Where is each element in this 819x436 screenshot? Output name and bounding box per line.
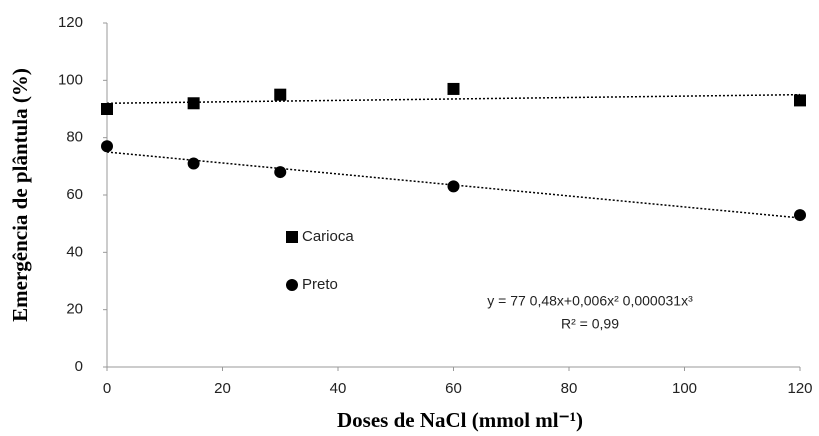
- x-tick-label: 0: [103, 380, 111, 397]
- legend-label: Carioca: [302, 228, 354, 245]
- x-axis-title: Doses de NaCl (mmol ml⁻¹): [337, 408, 583, 432]
- y-tick-label: 80: [66, 129, 83, 146]
- x-tick-label: 40: [330, 380, 347, 397]
- marker: [274, 166, 287, 179]
- x-tick-label: 60: [445, 380, 462, 397]
- legend-marker: [286, 231, 298, 243]
- legend-marker: [286, 279, 298, 291]
- marker: [447, 180, 460, 193]
- y-axis-title: Emergência de plântula (%): [8, 68, 32, 322]
- x-tick-label: 80: [561, 380, 578, 397]
- y-tick-label: 20: [66, 301, 83, 318]
- x-tick-label: 20: [214, 380, 231, 397]
- legend-label: Preto: [302, 276, 338, 293]
- y-tick-label: 100: [58, 71, 83, 88]
- marker: [274, 88, 287, 101]
- marker: [101, 103, 113, 115]
- marker: [101, 140, 113, 153]
- y-tick-label: 60: [66, 186, 83, 203]
- marker: [794, 209, 806, 222]
- r-squared: R² = 0,99: [561, 316, 619, 332]
- marker: [187, 157, 200, 170]
- equation: y = 77 0,48x+0,006x² 0,000031x³: [487, 293, 693, 309]
- y-tick-label: 0: [75, 358, 83, 375]
- y-tick-label: 120: [58, 14, 83, 31]
- marker: [187, 97, 200, 110]
- trend-line: [106, 93, 801, 105]
- y-tick-label: 40: [66, 243, 83, 260]
- marker: [794, 94, 806, 107]
- x-tick-label: 120: [787, 380, 812, 397]
- x-tick-label: 100: [672, 380, 697, 397]
- marker: [447, 82, 460, 95]
